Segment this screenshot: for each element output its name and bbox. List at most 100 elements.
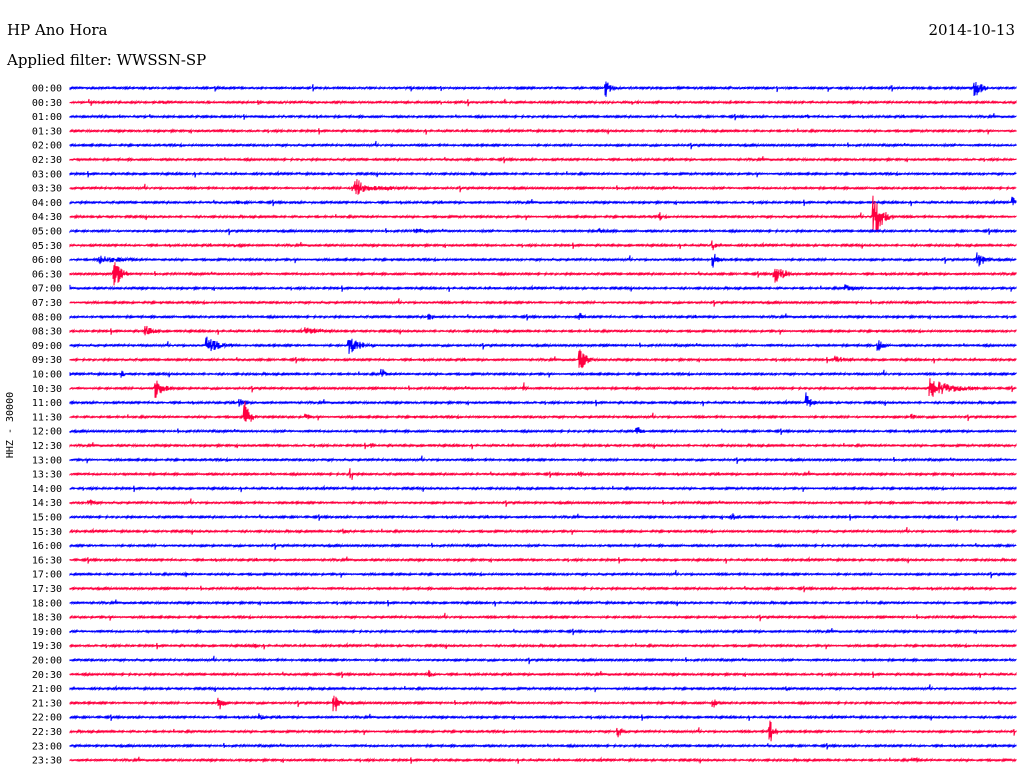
row-time-label: 06:00 (32, 255, 62, 266)
trace-line (69, 170, 1017, 178)
trace-line (69, 720, 1017, 742)
row-time-label: 15:30 (32, 527, 62, 538)
trace-line (69, 612, 1017, 622)
row-time-label: 02:00 (32, 141, 62, 152)
trace-line (69, 392, 1017, 407)
trace-line (69, 526, 1017, 535)
row-time-label: 07:00 (32, 284, 62, 295)
row-time-label: 06:30 (32, 269, 62, 280)
row-time-label: 16:00 (32, 541, 62, 552)
trace-line (69, 569, 1017, 579)
trace-line (69, 140, 1017, 150)
trace-line (69, 627, 1017, 636)
trace-line (69, 695, 1017, 712)
trace-line (69, 401, 1017, 422)
trace-line (69, 542, 1017, 550)
row-time-label: 03:00 (32, 169, 62, 180)
row-time-label: 20:30 (32, 670, 62, 681)
row-time-label: 12:30 (32, 441, 62, 452)
time-labels: 00:00 00:30 01:00 01:30 02:00 02:30 03:00 03:30… (32, 84, 62, 767)
row-time-label: 00:00 (32, 84, 62, 95)
row-time-label: 04:30 (32, 212, 62, 223)
trace-line (69, 599, 1017, 607)
trace-line (69, 196, 1017, 207)
trace-line (69, 655, 1017, 665)
row-time-label: 08:00 (32, 312, 62, 323)
y-axis-label: HHZ - 30000 (5, 392, 16, 458)
row-time-label: 09:30 (32, 355, 62, 366)
trace-line (69, 756, 1017, 764)
row-time-label: 16:30 (32, 555, 62, 566)
trace-line (69, 684, 1017, 693)
trace-line (69, 252, 1017, 268)
trace-line (69, 427, 1017, 436)
trace-line (69, 556, 1017, 564)
row-time-label: 07:30 (32, 298, 62, 309)
row-time-label: 14:00 (32, 484, 62, 495)
trace-line (69, 284, 1017, 293)
trace-line (69, 113, 1017, 121)
trace-line (69, 156, 1017, 164)
row-time-label: 22:30 (32, 727, 62, 738)
row-time-label: 22:00 (32, 713, 62, 724)
trace-line (69, 262, 1017, 286)
trace-line (69, 468, 1017, 480)
row-time-label: 08:30 (32, 327, 62, 338)
trace-line (69, 441, 1017, 450)
row-time-label: 18:30 (32, 613, 62, 624)
row-time-label: 19:00 (32, 627, 62, 638)
row-time-label: 15:00 (32, 513, 62, 524)
row-time-label: 11:00 (32, 398, 62, 409)
trace-line (69, 455, 1017, 465)
trace-line (69, 742, 1017, 750)
row-time-label: 19:30 (32, 641, 62, 652)
trace-line (69, 98, 1017, 107)
trace-line (69, 513, 1017, 521)
row-time-label: 21:00 (32, 684, 62, 695)
trace-line (69, 240, 1017, 251)
trace-line (69, 641, 1017, 650)
trace-line (69, 179, 1017, 195)
row-time-label: 01:00 (32, 112, 62, 123)
row-time-label: 20:00 (32, 656, 62, 667)
row-time-label: 17:30 (32, 584, 62, 595)
date-label: 2014-10-13 (928, 21, 1015, 39)
row-time-label: 17:00 (32, 570, 62, 581)
row-time-label: 23:00 (32, 741, 62, 752)
trace-line (69, 227, 1017, 236)
row-time-label: 14:30 (32, 498, 62, 509)
row-time-label: 10:30 (32, 384, 62, 395)
trace-line (69, 498, 1017, 507)
row-time-label: 10:00 (32, 370, 62, 381)
trace-line (69, 127, 1017, 135)
trace-line (69, 368, 1017, 378)
trace-line (69, 585, 1017, 593)
row-time-label: 00:30 (32, 98, 62, 109)
traces (69, 81, 1017, 764)
row-time-label: 12:00 (32, 427, 62, 438)
row-time-label: 21:30 (32, 698, 62, 709)
row-time-label: 04:00 (32, 198, 62, 209)
trace-line (69, 81, 1017, 97)
row-time-label: 13:00 (32, 455, 62, 466)
trace-line (69, 312, 1017, 321)
trace-line (69, 713, 1017, 722)
station-title: HP Ano Hora (7, 21, 108, 39)
row-time-label: 05:30 (32, 241, 62, 252)
row-time-label: 03:30 (32, 184, 62, 195)
row-time-label: 11:30 (32, 412, 62, 423)
row-time-label: 23:30 (32, 756, 62, 767)
row-time-label: 09:00 (32, 341, 62, 352)
filter-label: Applied filter: WWSSN-SP (7, 51, 207, 69)
trace-line (69, 195, 1017, 233)
trace-line (69, 349, 1017, 369)
trace-line (69, 298, 1017, 307)
row-time-label: 01:30 (32, 126, 62, 137)
trace-line (69, 378, 1017, 398)
row-time-label: 18:00 (32, 598, 62, 609)
trace-line (69, 484, 1017, 493)
trace-line (69, 336, 1017, 354)
row-time-label: 02:30 (32, 155, 62, 166)
row-time-label: 05:00 (32, 227, 62, 238)
